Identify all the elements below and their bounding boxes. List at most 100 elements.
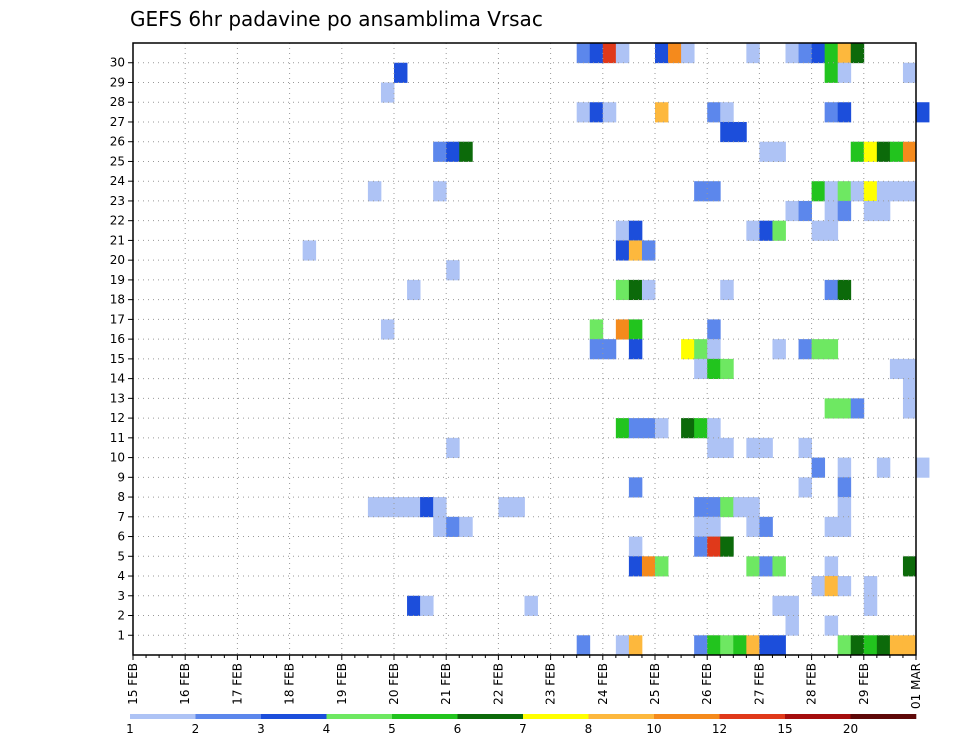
precip-cell — [837, 477, 852, 498]
precip-cell — [641, 556, 656, 577]
colorbar-segment — [785, 714, 851, 719]
y-tick-label: 29 — [110, 75, 125, 89]
precip-cell — [902, 635, 917, 656]
y-tick-label: 11 — [110, 431, 125, 445]
precip-cell — [746, 497, 760, 518]
precip-cell — [628, 339, 643, 360]
precip-cell — [655, 102, 669, 123]
precip-cell — [889, 181, 904, 202]
precip-cell — [433, 141, 447, 162]
precip-cell — [863, 200, 878, 222]
colorbar-segment — [392, 714, 458, 719]
colorbar-label: 7 — [519, 722, 527, 736]
precip-cell — [707, 319, 721, 340]
precip-cell — [707, 497, 721, 518]
y-tick-label: 16 — [110, 332, 125, 346]
precip-cell — [811, 220, 826, 241]
precip-cell — [811, 576, 826, 597]
precip-cell — [576, 102, 591, 123]
y-tick-label: 3 — [117, 589, 125, 603]
precip-cell — [681, 418, 695, 439]
precip-cell — [459, 516, 473, 537]
y-tick-label: 6 — [117, 530, 125, 544]
precip-cell — [863, 635, 878, 656]
precip-cell — [433, 181, 447, 202]
precip-cell — [837, 181, 852, 202]
precip-cell — [707, 635, 721, 656]
x-axis-ticks: 15 FEB 16 FEB 17 FEB 18 FEB 19 FEB 20 FEB 21 F… — [126, 655, 923, 709]
precip-cell — [694, 358, 708, 380]
y-tick-label: 2 — [117, 609, 125, 623]
y-tick-label: 21 — [110, 233, 125, 247]
precip-cell — [641, 240, 656, 261]
y-tick-label: 8 — [117, 490, 125, 504]
y-tick-label: 5 — [117, 549, 125, 563]
x-tick-label: 18 FEB — [283, 663, 297, 705]
precip-cell — [863, 181, 878, 202]
y-tick-label: 19 — [110, 273, 125, 287]
precip-cell — [615, 220, 630, 241]
colorbar-segment — [326, 714, 393, 719]
precip-cell — [837, 43, 852, 64]
y-tick-label: 13 — [110, 391, 125, 405]
y-tick-label: 17 — [110, 312, 125, 326]
precip-cell — [798, 477, 812, 498]
y-tick-label: 23 — [110, 194, 125, 208]
precip-cell — [772, 556, 786, 577]
precip-cell — [720, 437, 734, 458]
y-tick-label: 27 — [110, 115, 125, 129]
precip-cell — [615, 418, 630, 439]
precip-cell — [798, 437, 812, 458]
precip-cell — [837, 497, 852, 518]
precip-cell — [367, 497, 382, 518]
precip-cell — [615, 43, 630, 64]
precip-cell — [824, 556, 839, 577]
precip-cell — [850, 398, 865, 419]
colorbar-label: 8 — [585, 722, 593, 736]
precip-cell — [628, 319, 643, 340]
precip-cell — [746, 635, 760, 656]
precip-cell — [733, 635, 747, 656]
precip-cell — [655, 556, 669, 577]
precip-cell — [407, 279, 421, 301]
precip-cell — [824, 279, 839, 301]
precip-cell — [902, 141, 917, 162]
precip-cell — [446, 141, 460, 162]
precip-cell — [772, 595, 786, 616]
y-tick-label: 9 — [117, 470, 125, 484]
precip-cell — [694, 418, 708, 439]
precip-cell — [902, 378, 917, 399]
precip-cell — [772, 141, 786, 162]
precip-cell — [876, 635, 891, 656]
precip-cell — [824, 181, 839, 202]
precip-cell — [707, 339, 721, 360]
x-tick-label: 25 FEB — [648, 663, 662, 705]
precip-cell — [720, 279, 734, 301]
precip-cell — [824, 615, 839, 636]
precip-cell — [694, 516, 708, 537]
precip-cell — [746, 43, 760, 64]
colorbar-label: 15 — [777, 722, 792, 736]
precip-cell — [589, 43, 604, 64]
precip-cell — [707, 418, 721, 439]
precip-cell — [916, 102, 930, 123]
precip-cell — [407, 497, 421, 518]
precip-cell — [511, 497, 525, 518]
precip-cell — [824, 576, 839, 597]
x-tick-label: 28 FEB — [805, 663, 819, 705]
precip-cell — [589, 319, 604, 340]
precip-cell — [720, 635, 734, 656]
x-tick-label: 01 MAR — [909, 663, 923, 709]
colorbar-label: 10 — [646, 722, 661, 736]
precip-cell — [641, 279, 656, 301]
precip-cell — [733, 121, 747, 143]
precip-cell — [694, 181, 708, 202]
precip-cell — [367, 181, 382, 202]
y-tick-label: 1 — [117, 628, 125, 642]
precip-cell — [641, 418, 656, 439]
precip-cell — [602, 339, 617, 360]
colorbar-label: 1 — [126, 722, 134, 736]
colorbar: 1 2 3 4 5 6 7 8 10 12 15 20 — [126, 714, 917, 736]
y-tick-label: 14 — [110, 372, 125, 386]
